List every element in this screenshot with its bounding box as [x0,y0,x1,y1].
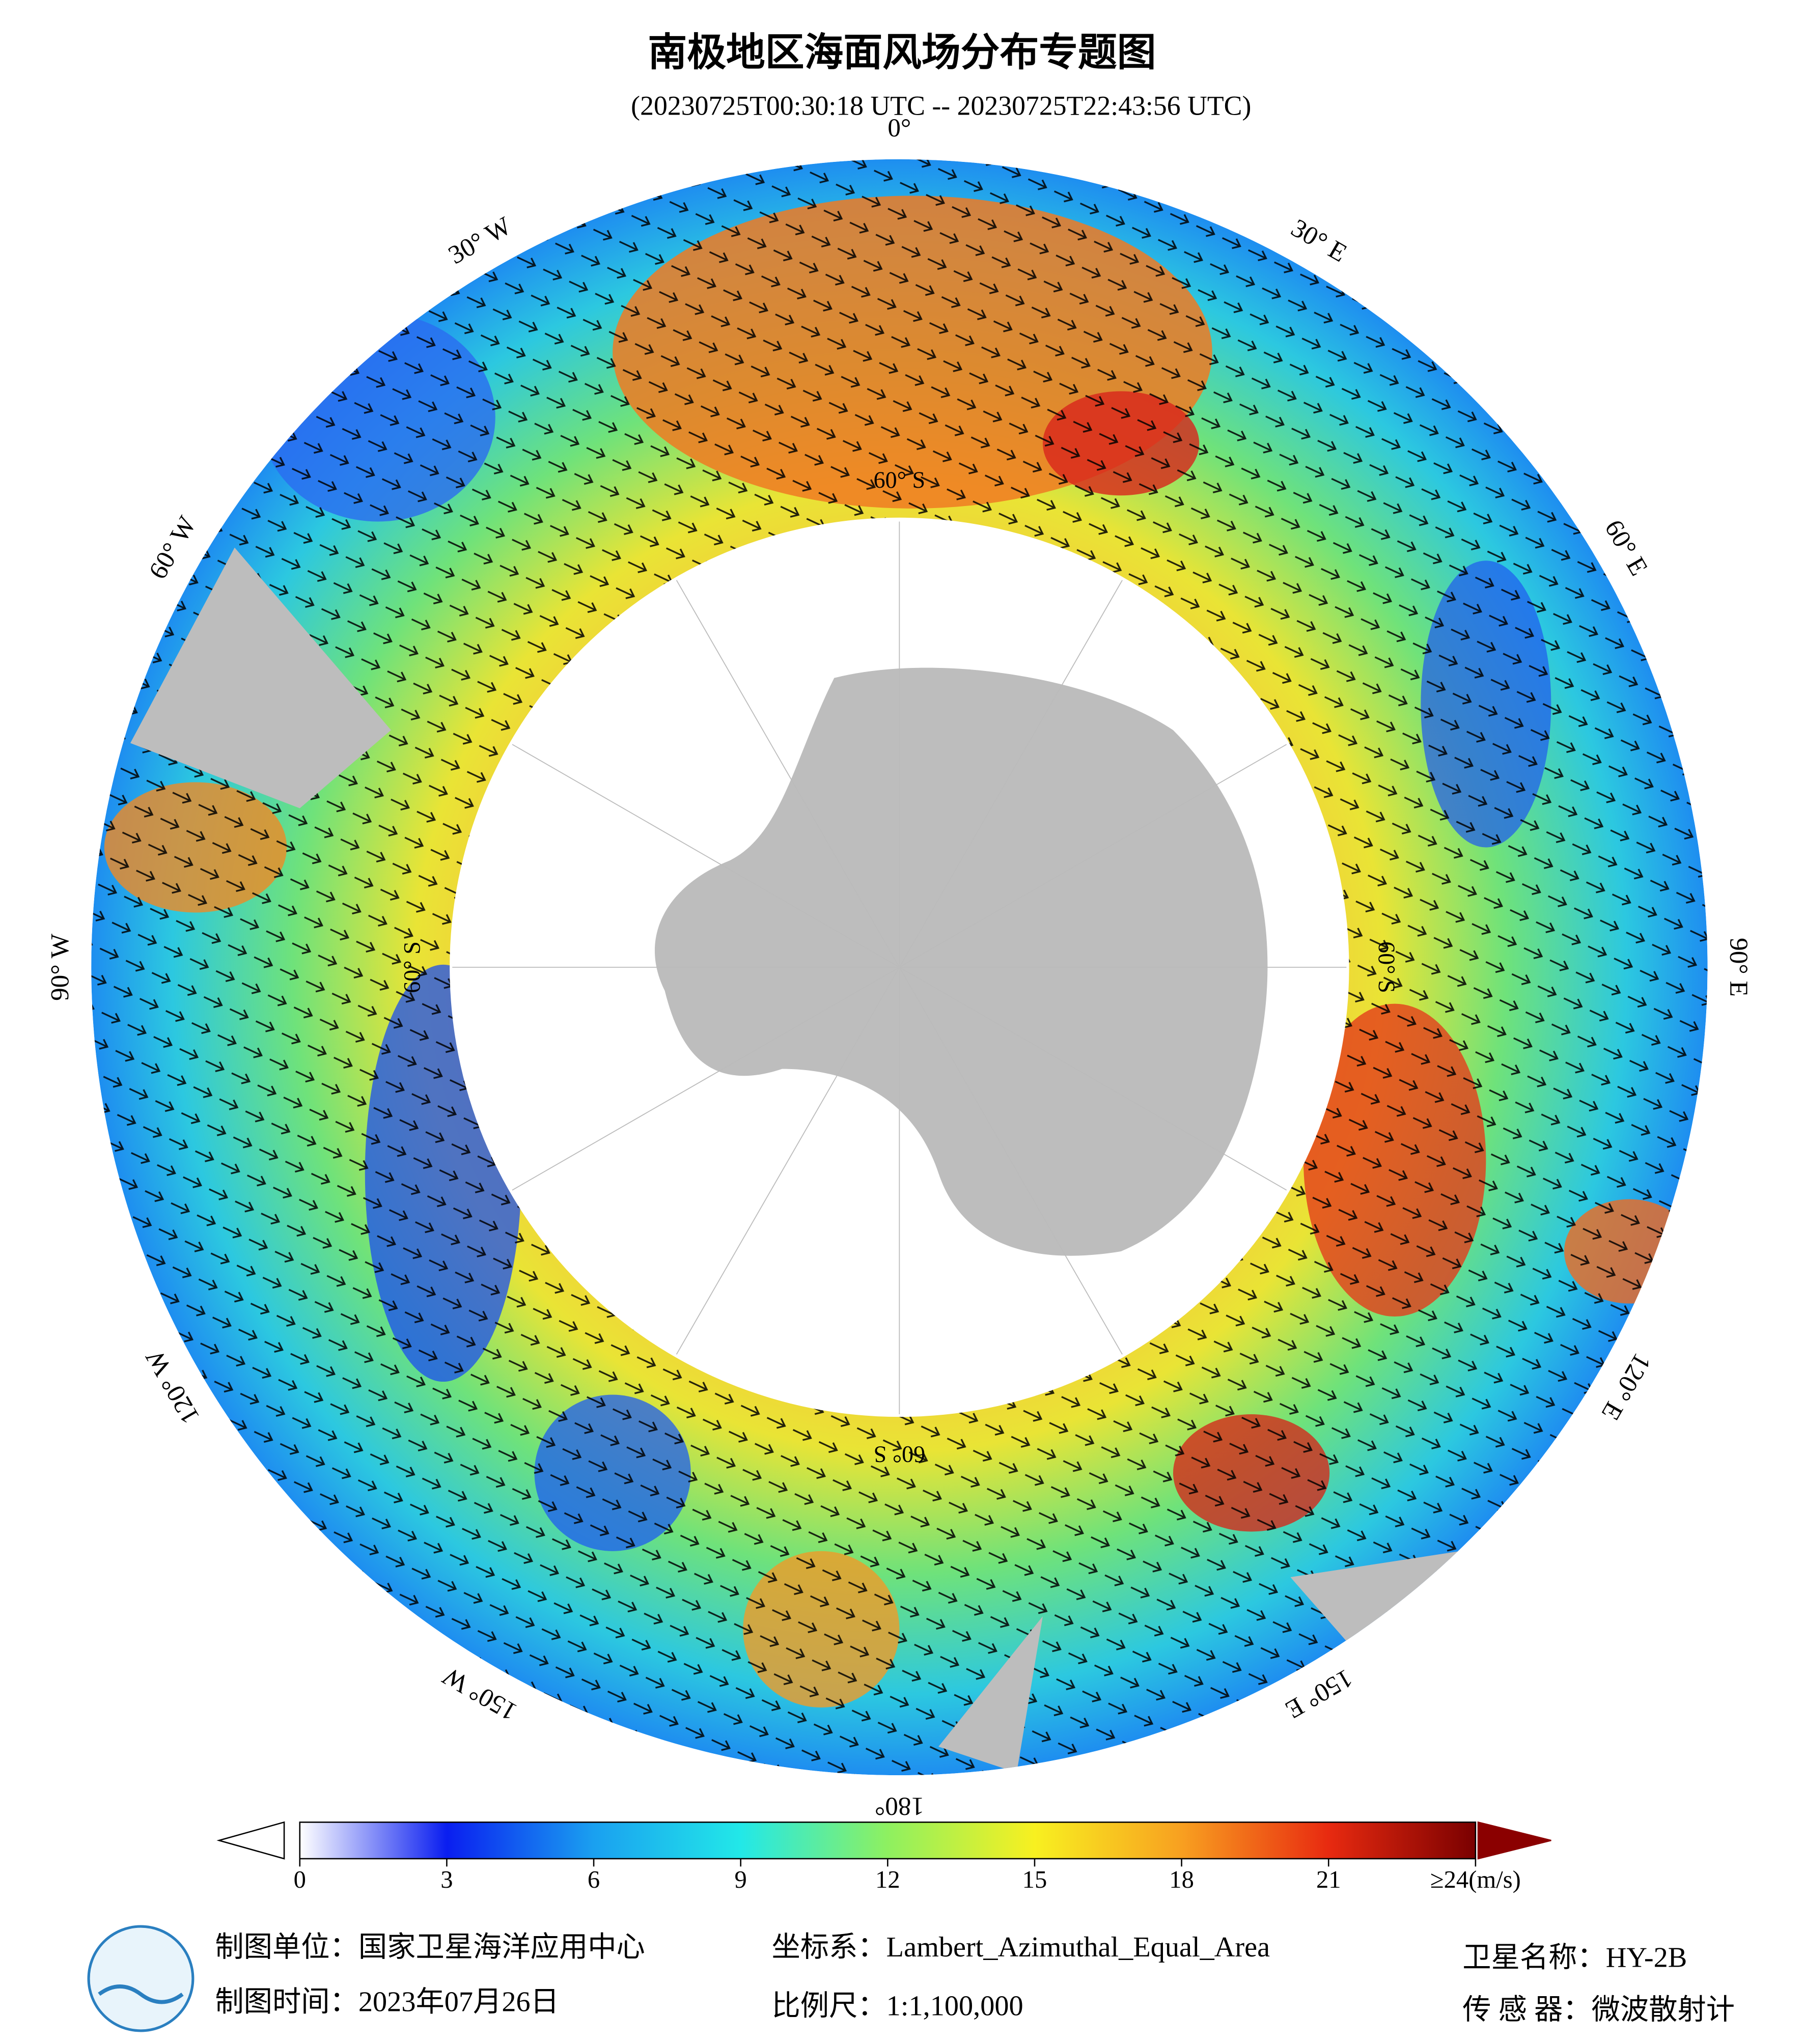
colorbar-tick-label: 0 [294,1866,306,1893]
colorbar-tick-label: ≥24(m/s) [1430,1866,1521,1893]
projection: 坐标系：Lambert_Azimuthal_Equal_Area [772,1931,1270,1963]
antarctica [654,667,1268,1256]
colorbar-tick-label: 21 [1316,1866,1341,1893]
title: 南极地区海面风场分布专题图 [648,30,1156,75]
colorbar-tick-label: 3 [440,1866,453,1893]
longitude-label: 90° E [1724,938,1753,997]
logo [87,1925,195,2032]
date: 制图时间：2023年07月26日 [215,1986,559,2018]
latitude-label: 60° S [874,467,926,493]
longitude-label: 0° [887,114,911,143]
subtitle: (20230725T00:30:18 UTC -- 20230725T22:43… [631,90,1251,121]
logo-wave [98,1984,184,2004]
colorbar-tick-label: 18 [1169,1866,1194,1893]
colorbar-low-arrow [216,1821,285,1860]
longitude-label: 90° W [46,933,75,1001]
latitude-label: 60° S [874,1442,926,1468]
sensor: 传 感 器：微波散射计 [1462,1994,1735,2026]
latitude-label: 60° S [399,941,425,993]
colorbar-tick-label: 6 [588,1866,600,1893]
colorbar-high-arrow [1477,1821,1551,1860]
satellite: 卫星名称：HY-2B [1462,1942,1687,1974]
colorbar-tick-label: 9 [735,1866,747,1893]
graticule [452,521,1347,1415]
colorbar-tick-label: 15 [1022,1866,1047,1893]
producer: 制图单位：国家卫星海洋应用中心 [215,1931,645,1963]
colorbar-scale [299,1822,1477,1860]
latitude-label: 60° S [1374,941,1400,993]
colorbar: 0 3 6 9 12 15 18 21 ≥24(m/s) [216,1821,1551,1893]
colorbar-tick-label: 12 [875,1866,900,1893]
footer: 制图单位：国家卫星海洋应用中心 制图时间：2023年07月26日 坐标系：Lam… [87,1925,1735,2032]
scale: 比例尺：1:1,100,000 [772,1990,1023,2022]
longitude-label: 180° [875,1792,924,1821]
